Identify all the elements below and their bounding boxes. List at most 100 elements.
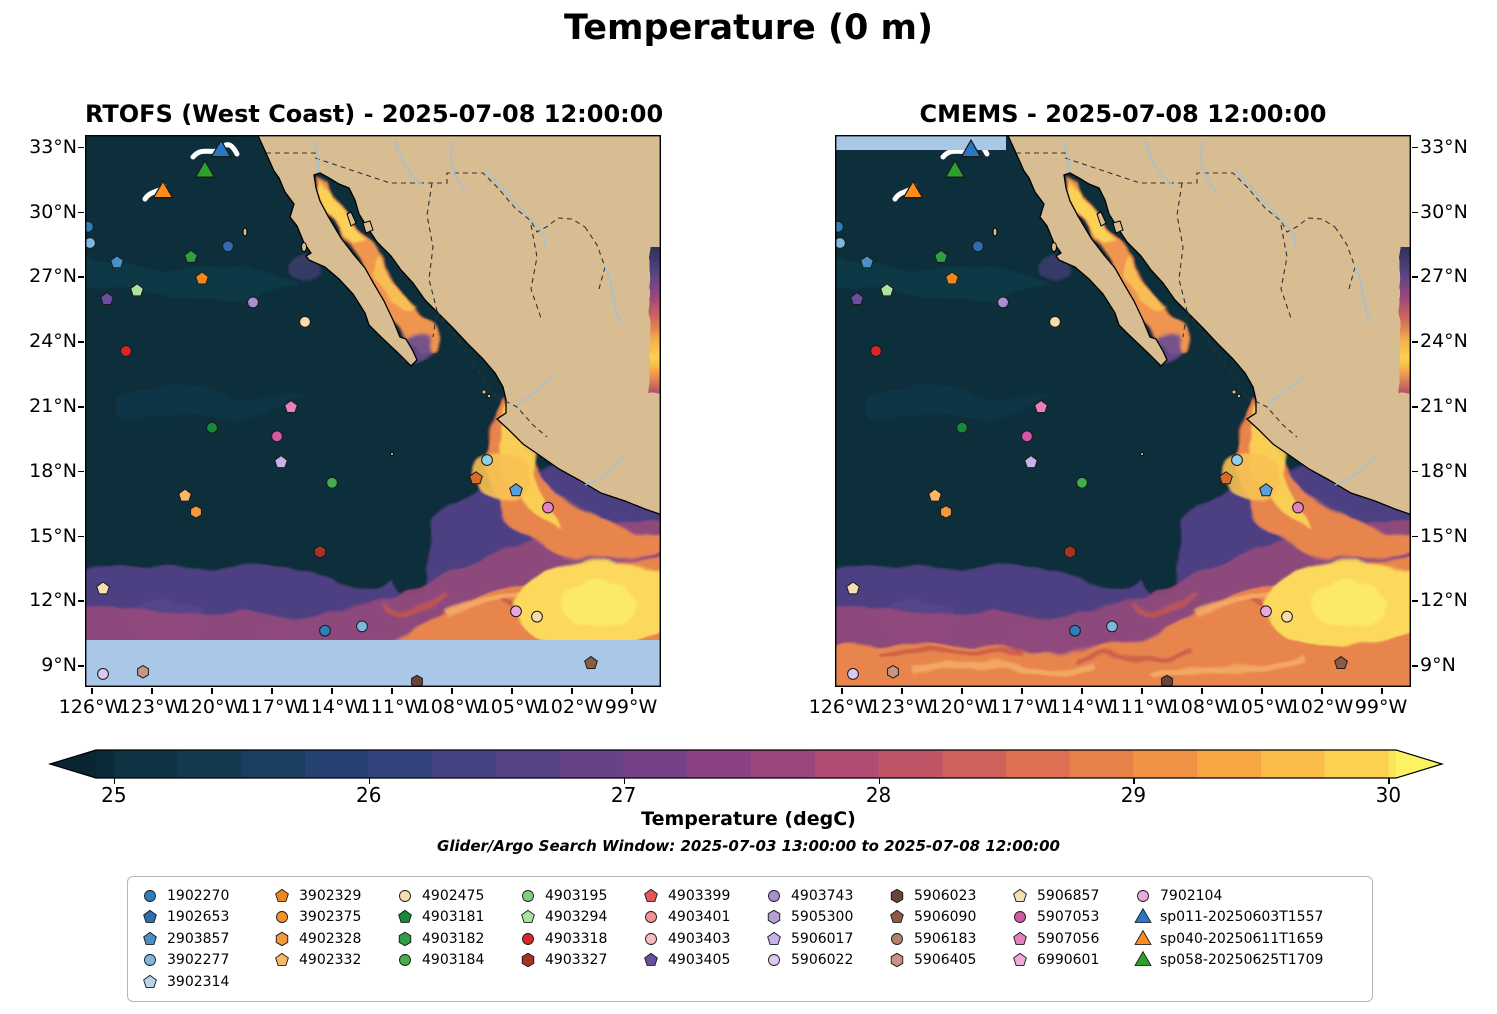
legend-column: 3902329 3902375 4902328 4902332 (272, 885, 393, 993)
legend-item: 4903195 (518, 885, 639, 907)
map-panel-cmems (835, 135, 1411, 687)
x-axis-tick-label: 102°W (538, 696, 604, 718)
legend-float-marker (645, 911, 657, 924)
legend-marker-shape (767, 910, 781, 925)
legend-item: 3902375 (272, 907, 393, 929)
axis-tick-mark (961, 688, 963, 694)
legend-item: 5905300 (764, 907, 885, 929)
rtofs-domain-gap (85, 640, 661, 687)
argo-float-marker (274, 454, 288, 469)
legend-item-label: 4903181 (422, 909, 485, 926)
argo-float-marker (887, 665, 899, 679)
legend-float-marker (644, 953, 658, 967)
legend-item-label: 4903182 (422, 930, 485, 947)
legend-marker-shape (522, 932, 534, 945)
argo-float-marker (1021, 430, 1033, 443)
legend: 1902270 1902653 2903857 3902277 3902314 39023… (127, 876, 1373, 1002)
legend-float-marker (522, 889, 534, 902)
colorbar-bar (48, 749, 1445, 779)
argo-float-marker (934, 249, 948, 263)
axis-tick-mark (1412, 276, 1418, 279)
argo-float-marker (184, 249, 198, 263)
legend-item: sp058-20250625T1709 (1133, 950, 1347, 972)
argo-float-marker (110, 255, 124, 269)
argo-float-marker (247, 296, 259, 309)
legend-float-marker (891, 932, 903, 945)
legend-item: 4903294 (518, 907, 639, 929)
x-axis-tick-label: 114°W (298, 696, 364, 718)
colorbar-tick-label: 29 (1120, 783, 1147, 807)
x-axis-tick-label: 108°W (418, 696, 484, 718)
axis-tick-mark (151, 688, 153, 694)
argo-float-marker (326, 476, 338, 489)
legend-marker-shape (398, 910, 412, 924)
glider-marker (944, 159, 966, 178)
argo-float-marker (284, 399, 298, 413)
argo-float-marker (222, 240, 234, 253)
legend-glider-marker (1134, 950, 1152, 967)
cmems-domain-gap (835, 135, 1006, 150)
legend-item: 4902332 (272, 950, 393, 972)
legend-item: 5907053 (1010, 907, 1131, 929)
y-axis-tick-label: 21°N (29, 395, 77, 418)
axis-tick-mark (211, 688, 213, 694)
argo-float-marker (1034, 399, 1048, 413)
legend-float-marker (144, 954, 156, 967)
legend-marker-shape (275, 953, 289, 967)
x-axis-tick-label: 117°W (988, 696, 1054, 718)
argo-float-marker (835, 220, 844, 233)
legend-item: 5906183 (887, 928, 1008, 950)
legend-item: 4903403 (641, 928, 762, 950)
y-axis-tick-label: 33°N (29, 135, 77, 158)
x-axis-tick-label: 117°W (238, 696, 304, 718)
panel-title-cmems: CMEMS - 2025-07-08 12:00:00 (919, 100, 1327, 128)
legend-item: 5906023 (887, 885, 1008, 907)
argo-float-marker (1259, 483, 1273, 497)
axis-tick-mark (78, 276, 84, 279)
axis-tick-mark (1381, 688, 1383, 694)
legend-column: 1902270 1902653 2903857 3902277 3902314 (140, 885, 270, 993)
legend-item: 1902270 (140, 885, 270, 907)
colorbar-tick-label: 25 (101, 783, 127, 807)
argo-float-marker (846, 581, 860, 595)
legend-column: 4903399 4903401 4903403 4903405 (641, 885, 762, 993)
argo-float-marker (1024, 454, 1038, 469)
axis-tick-mark (1412, 211, 1418, 214)
legend-float-marker (1014, 911, 1026, 924)
axis-tick-mark (451, 688, 453, 694)
legend-marker-shape (645, 911, 657, 924)
axis-tick-mark (571, 688, 573, 694)
legend-item: 4903401 (641, 907, 762, 929)
legend-item: 4903327 (518, 950, 639, 972)
argo-float-marker (1076, 476, 1088, 489)
axis-tick-mark (78, 341, 84, 343)
legend-float-marker (1013, 931, 1027, 945)
legend-item: 7902104 (1133, 885, 1347, 907)
legend-item: 4903182 (395, 928, 516, 950)
axis-tick-mark (78, 600, 84, 603)
x-axis-tick-label: 114°W (1048, 696, 1114, 718)
legend-float-marker (767, 931, 781, 945)
legend-item: 3902314 (140, 971, 270, 993)
panel-title-rtofs: RTOFS (West Coast) - 2025-07-08 12:00:00 (85, 100, 664, 128)
legend-float-marker (890, 910, 904, 924)
glider-marker (210, 138, 232, 158)
legend-marker-shape (1014, 911, 1026, 924)
argo-float-marker (190, 505, 202, 519)
argo-float-marker (1161, 674, 1173, 687)
axis-tick-mark (1412, 665, 1418, 667)
argo-float-marker (997, 296, 1009, 309)
argo-float-marker (85, 237, 96, 249)
argo-float-marker (1219, 471, 1233, 485)
argo-float-marker (1049, 315, 1061, 328)
legend-marker-shape (1134, 907, 1152, 924)
axis-tick-mark (1412, 535, 1418, 538)
legend-item: 4902475 (395, 885, 516, 907)
legend-marker-shape (1134, 929, 1152, 945)
argo-float-marker (1292, 501, 1304, 514)
y-axis-tick-label: 18°N (1420, 459, 1468, 482)
argo-float-marker (972, 240, 984, 253)
legend-item-label: sp011-20250603T1557 (1160, 909, 1324, 926)
colorbar-tick-mark (1133, 778, 1136, 784)
